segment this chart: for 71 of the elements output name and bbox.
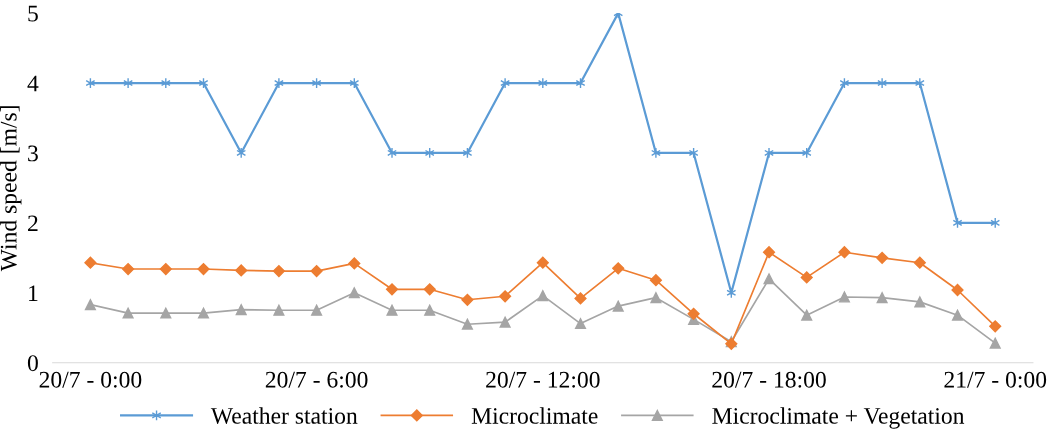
point bbox=[499, 290, 512, 303]
point bbox=[913, 256, 926, 269]
y-tick-label: 3 bbox=[28, 145, 38, 162]
point bbox=[84, 256, 97, 269]
point bbox=[273, 304, 285, 316]
point bbox=[424, 304, 436, 316]
x-tick-label: 21/7 - 0:00 bbox=[944, 371, 1047, 388]
y-tick-label: 4 bbox=[27, 75, 39, 92]
x-tick-label: 20/7 - 18:00 bbox=[712, 371, 826, 388]
point bbox=[989, 320, 1002, 333]
point bbox=[537, 290, 549, 302]
point bbox=[348, 257, 361, 270]
point bbox=[235, 264, 248, 277]
point bbox=[84, 299, 96, 311]
point bbox=[801, 309, 813, 321]
x-tick-label: 20/7 - 0:00 bbox=[39, 371, 142, 388]
point bbox=[461, 318, 473, 330]
point bbox=[650, 292, 662, 304]
point bbox=[762, 246, 776, 259]
point bbox=[838, 246, 851, 259]
point bbox=[499, 316, 511, 328]
point bbox=[500, 77, 511, 89]
point bbox=[877, 77, 888, 89]
point bbox=[764, 147, 774, 159]
legend-label: Weather station bbox=[210, 407, 358, 424]
point bbox=[386, 304, 398, 316]
point bbox=[687, 307, 700, 320]
point bbox=[914, 296, 926, 308]
point bbox=[197, 307, 210, 319]
point bbox=[385, 283, 399, 296]
point bbox=[310, 265, 323, 278]
point bbox=[876, 292, 888, 304]
point bbox=[574, 317, 587, 330]
point bbox=[160, 307, 172, 319]
x-tick-label: 20/7 - 6:00 bbox=[265, 371, 368, 388]
legend-label: Microclimate + Vegetation bbox=[712, 407, 965, 429]
point bbox=[197, 262, 210, 276]
point bbox=[651, 147, 661, 159]
point bbox=[574, 292, 587, 305]
point bbox=[461, 293, 474, 306]
y-tick-label: 0 bbox=[27, 355, 38, 372]
point bbox=[914, 77, 925, 89]
point bbox=[800, 271, 813, 284]
point bbox=[235, 304, 247, 316]
point bbox=[612, 300, 624, 312]
point bbox=[122, 307, 134, 319]
point bbox=[951, 309, 964, 321]
point bbox=[348, 287, 360, 299]
y-tick-label: 5 bbox=[28, 5, 38, 22]
point bbox=[123, 77, 134, 89]
point bbox=[763, 273, 775, 285]
point bbox=[876, 251, 889, 264]
point bbox=[612, 262, 625, 275]
point bbox=[536, 256, 549, 269]
point bbox=[387, 147, 397, 159]
point bbox=[273, 77, 284, 89]
y-axis-title: Wind speed [m/s] bbox=[0, 106, 22, 272]
x-tick-label: 20/7 - 12:00 bbox=[486, 371, 600, 388]
point bbox=[989, 337, 1001, 349]
point bbox=[272, 265, 286, 278]
point bbox=[649, 274, 663, 287]
point bbox=[537, 77, 548, 89]
y-tick-label: 1 bbox=[29, 285, 38, 301]
y-tick-label: 2 bbox=[28, 215, 38, 232]
point bbox=[159, 262, 172, 276]
legend-label: Microclimate bbox=[471, 407, 598, 424]
point bbox=[311, 304, 323, 316]
point bbox=[122, 262, 135, 276]
point bbox=[838, 291, 850, 303]
point bbox=[423, 283, 436, 296]
point bbox=[951, 283, 964, 297]
